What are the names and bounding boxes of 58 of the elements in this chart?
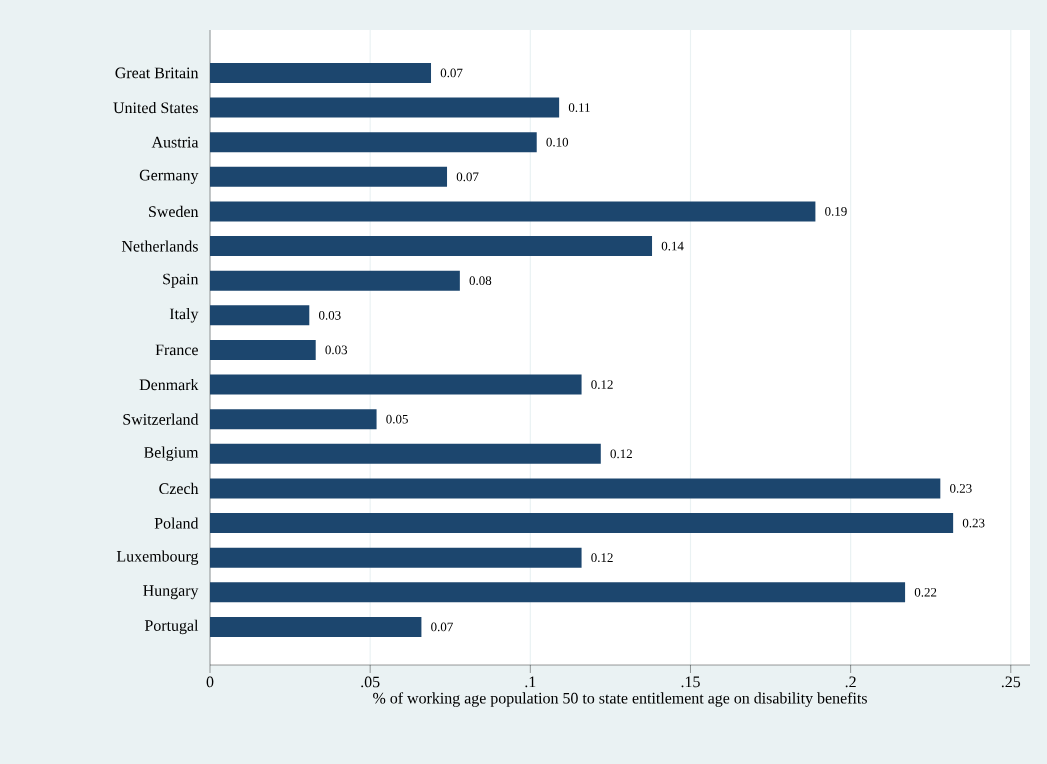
data-label: 0.12 — [591, 553, 613, 563]
bar — [210, 166, 448, 187]
data-label: 0.07 — [440, 68, 463, 78]
data-label: 0.05 — [386, 414, 408, 424]
x-tick-label: .15 — [681, 676, 700, 688]
bar — [210, 513, 954, 534]
x-axis-title: % of working age population 50 to state entitlement age on disability benefits — [373, 692, 867, 707]
y-tick-label: Czech — [159, 482, 199, 495]
bar — [210, 132, 537, 153]
data-label: 0.08 — [469, 276, 492, 286]
y-tick-label: Hungary — [143, 585, 199, 600]
y-tick-label: Switzerland — [123, 413, 199, 425]
bar — [210, 478, 941, 499]
y-tick-label: Denmark — [139, 378, 199, 391]
x-tick-label: .1 — [525, 676, 536, 688]
bar — [210, 409, 377, 430]
data-label: 0.19 — [825, 207, 847, 216]
bar — [210, 582, 906, 603]
bar — [210, 305, 310, 326]
y-tick-label: United States — [113, 101, 198, 114]
bar — [210, 201, 816, 222]
y-tick-label: Austria — [151, 136, 199, 148]
y-tick-label: France — [155, 344, 198, 356]
x-tick-label: .2 — [845, 676, 856, 688]
y-tick-label: Germany — [139, 169, 199, 184]
bar — [210, 236, 653, 257]
data-label: 0.23 — [950, 484, 972, 493]
y-tick-label: Italy — [169, 308, 199, 323]
data-label: 0.14 — [661, 241, 684, 251]
data-label: 0.07 — [456, 172, 479, 182]
data-label: 0.07 — [431, 622, 453, 632]
bar — [210, 97, 560, 118]
x-tick-label: 0 — [206, 676, 214, 688]
bar — [210, 339, 316, 360]
y-tick-label: Great Britain — [115, 67, 199, 79]
x-tick-label: .05 — [361, 676, 380, 688]
data-label: 0.12 — [591, 380, 613, 389]
y-tick-label: Luxembourg — [116, 550, 199, 565]
bar — [210, 374, 582, 395]
y-tick-label: Belgium — [144, 446, 199, 462]
y-tick-label: Spain — [163, 273, 199, 288]
data-label: 0.23 — [962, 518, 985, 528]
data-label: 0.12 — [610, 449, 632, 459]
data-label: 0.03 — [325, 345, 348, 355]
data-label: 0.11 — [568, 103, 590, 112]
data-label: 0.03 — [319, 310, 341, 320]
x-tick-label: .25 — [1001, 676, 1021, 688]
data-label: 0.10 — [546, 137, 569, 147]
bar — [210, 616, 422, 637]
y-tick-label: Sweden — [149, 205, 199, 218]
bar — [210, 270, 460, 291]
y-tick-label: Portugal — [144, 619, 199, 635]
bar — [210, 443, 601, 464]
y-tick-label: Netherlands — [121, 240, 198, 252]
bar — [210, 547, 582, 568]
data-label: 0.22 — [914, 587, 937, 597]
bar — [210, 62, 432, 83]
y-tick-label: Poland — [154, 517, 199, 529]
